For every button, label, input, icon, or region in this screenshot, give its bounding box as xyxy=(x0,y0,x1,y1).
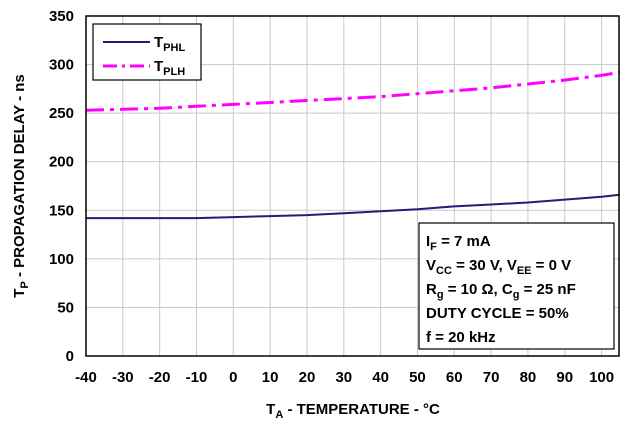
text-run: V xyxy=(426,257,436,274)
condition-line: VCC = 30 V, VEE = 0 V xyxy=(426,257,571,277)
text-run: T xyxy=(154,34,163,51)
series-layer xyxy=(85,70,620,220)
y-tick-label: 100 xyxy=(49,251,74,268)
subscript-text: EE xyxy=(517,265,532,277)
axis-titles: TA - TEMPERATURE - °CTP - PROPAGATION DE… xyxy=(11,74,440,421)
subscript-text: CC xyxy=(436,265,452,277)
x-tick-label: -10 xyxy=(186,369,208,386)
y-tick-label: 200 xyxy=(49,154,74,171)
text-run: T xyxy=(154,58,163,75)
subscript-text: g xyxy=(437,289,444,301)
y-tick-label: 250 xyxy=(49,105,74,122)
x-tick-label: -30 xyxy=(112,369,134,386)
tick-layer: 0 50 100 150 200 250 300 350 -40 -30 -20 -10 0 10 20 30… xyxy=(49,8,614,386)
series-line-tplh xyxy=(85,70,620,112)
y-tick-label: 350 xyxy=(49,8,74,25)
condition-line: DUTY CYCLE = 50% xyxy=(426,305,569,322)
x-tick-label: -40 xyxy=(75,369,97,386)
text-run: R xyxy=(426,281,437,298)
text-run: T xyxy=(266,401,275,418)
series-line-tphl xyxy=(86,193,620,220)
x-tick-label: -20 xyxy=(149,369,171,386)
x-tick-label: 80 xyxy=(520,369,537,386)
y-axis-title: TP - PROPAGATION DELAY - ns xyxy=(11,74,31,297)
x-tick-label: 20 xyxy=(299,369,316,386)
text-run: - TEMPERATURE - °C xyxy=(283,401,440,418)
text-run: = 30 V, V xyxy=(452,257,517,274)
x-tick-label: 90 xyxy=(556,369,573,386)
text-run: DUTY CYCLE = 50% xyxy=(426,305,569,322)
x-tick-label: 40 xyxy=(372,369,389,386)
text-run: - PROPAGATION DELAY - ns xyxy=(11,74,28,281)
text-run: f = 20 kHz xyxy=(426,329,496,346)
subscript-text: PLH xyxy=(163,66,185,78)
text-run: = 10 Ω, C xyxy=(444,281,513,298)
text-run: I xyxy=(426,233,430,250)
x-tick-label: 0 xyxy=(229,369,237,386)
x-tick-label: 60 xyxy=(446,369,463,386)
subscript-text: F xyxy=(430,241,437,253)
y-tick-label: 0 xyxy=(66,348,74,365)
x-axis-title: TA - TEMPERATURE - °C xyxy=(266,401,440,421)
x-tick-label: 70 xyxy=(483,369,500,386)
condition-line: IF = 7 mA xyxy=(426,233,491,253)
text-run: = 0 V xyxy=(532,257,572,274)
legend-label: TPHL xyxy=(154,34,185,54)
x-tick-label: 30 xyxy=(335,369,352,386)
text-run: = 25 nF xyxy=(519,281,575,298)
legend-label: TPLH xyxy=(154,58,185,78)
text-run: = 7 mA xyxy=(437,233,491,250)
text-run: T xyxy=(11,289,28,298)
conditions-box xyxy=(418,222,615,350)
y-tick-label: 300 xyxy=(49,57,74,74)
subscript-text: PHL xyxy=(163,42,185,54)
subscript-text: g xyxy=(513,289,520,301)
y-tick-label: 50 xyxy=(57,299,74,316)
condition-line: f = 20 kHz xyxy=(426,329,496,346)
legend-box xyxy=(92,23,202,81)
x-tick-label: 50 xyxy=(409,369,426,386)
condition-line: Rg = 10 Ω, Cg = 25 nF xyxy=(426,281,576,301)
subscript-text: P xyxy=(19,281,31,288)
x-tick-label: 10 xyxy=(262,369,279,386)
plot-area-frame xyxy=(85,15,620,357)
y-tick-label: 150 xyxy=(49,202,74,219)
x-tick-label: 100 xyxy=(589,369,614,386)
subscript-text: A xyxy=(275,409,283,421)
